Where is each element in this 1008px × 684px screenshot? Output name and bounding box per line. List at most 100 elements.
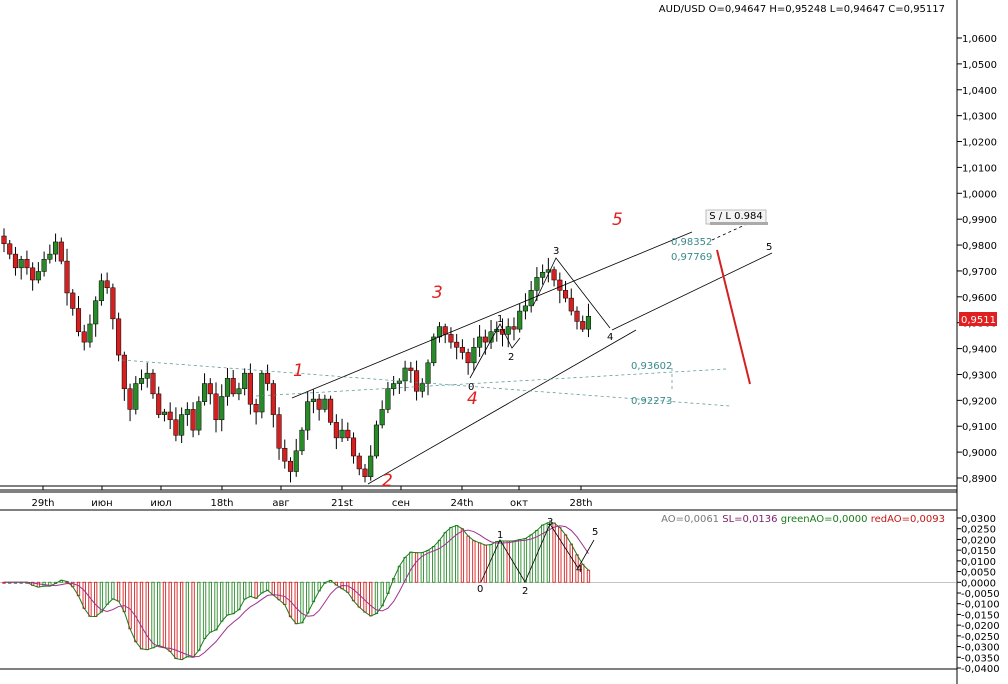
candle-body (362, 468, 368, 477)
candle-body (568, 297, 574, 312)
candle-body (242, 372, 248, 389)
oscillator-bar (283, 581, 287, 606)
price-panel-frame (0, 0, 958, 684)
candle-body (425, 362, 431, 384)
candle-body (224, 378, 231, 397)
oscillator-bar (248, 581, 253, 597)
wave-label-1: 1 (293, 361, 304, 381)
candle-body (133, 383, 139, 410)
price-tick-label: 0,9200 (962, 396, 997, 407)
oscillator-bar (208, 581, 212, 633)
oscillator-bar (260, 581, 264, 594)
price-tick-label: 1,0100 (962, 163, 997, 174)
candle-body (562, 290, 569, 299)
candle-body (310, 398, 316, 402)
oscillator-bar (197, 581, 201, 651)
wave-label-3: 3 (432, 283, 443, 303)
candle-body (454, 341, 460, 348)
candle-body (47, 253, 53, 260)
oscillator-bar (134, 581, 138, 643)
oscillator-tick-label: -0,0400 (961, 664, 1000, 675)
candle-body (207, 383, 213, 395)
osc-wave-label-0: 0 (477, 584, 483, 595)
candle-body (184, 409, 190, 415)
candle-body (448, 334, 454, 343)
oscillator-bar (214, 581, 218, 631)
oscillator-bar (426, 549, 430, 583)
candle-body (75, 308, 82, 333)
oscillator-bar (174, 581, 178, 660)
level-label: 0,92273 (631, 396, 672, 407)
price-tick-label: 0,9600 (962, 293, 997, 304)
oscillator-bar (306, 581, 310, 614)
oscillator-tick-label: 0,0100 (961, 557, 996, 568)
candle-body (328, 398, 334, 423)
oscillator-bar (231, 581, 235, 615)
candle-body (414, 370, 420, 392)
candle-body (471, 347, 477, 364)
candle-body (356, 455, 362, 470)
minor-wave-label-4: 4 (607, 332, 613, 343)
candle-body (316, 398, 322, 410)
candle-body (282, 447, 288, 462)
level-label: 0,93602 (631, 361, 672, 372)
time-tick-label: июн (91, 498, 112, 509)
time-tick-label: 29th (32, 498, 55, 509)
oscillator-bar (500, 540, 505, 583)
oscillator-bar (111, 581, 115, 600)
candle-body (557, 279, 563, 291)
price-tick-label: 0,9800 (962, 241, 997, 252)
oscillator-bar (237, 581, 241, 611)
candle-body (299, 429, 305, 452)
wave-label-5: 5 (612, 210, 623, 230)
candle-body (53, 241, 59, 255)
candle-body (202, 383, 208, 402)
trend-channel (291, 217, 773, 485)
candle-body (64, 260, 70, 294)
candle-body (1, 235, 7, 245)
oscillator-bar (489, 544, 493, 583)
osc-wave-label-3: 3 (547, 517, 553, 528)
minor-wave-label-0: 0 (468, 382, 474, 393)
oscillator-tick-label: -0,0300 (961, 643, 1000, 654)
candle-body (116, 318, 122, 356)
candle-body (30, 267, 36, 281)
projection-arrow (716, 249, 751, 385)
candle-body (391, 383, 397, 389)
time-tick-label: 28th (570, 498, 593, 509)
candle-body (545, 269, 551, 273)
level-label: 0,98352 (671, 237, 712, 248)
oscillator-bar (351, 581, 356, 602)
candle-body (144, 372, 150, 379)
candle-body (482, 336, 488, 343)
candle-body (173, 419, 179, 436)
candle-body (511, 326, 517, 330)
oscillator-bar (145, 581, 149, 651)
oscillator-tick-label: -0,0250 (961, 632, 1000, 643)
candle-body (156, 393, 162, 415)
oscillator-tick-label: -0,0150 (961, 610, 1000, 621)
candle-body (58, 241, 64, 262)
candle-body (276, 414, 282, 449)
candle-body (81, 331, 87, 343)
price-tick-label: 1,0500 (962, 60, 997, 71)
oscillator-bar (449, 526, 453, 583)
price-tick-label: 0,9400 (962, 345, 997, 356)
candle-body (305, 401, 311, 431)
oscillator-bar (99, 581, 104, 613)
candle-body (190, 409, 196, 431)
price-tick-label: 0,9000 (962, 448, 997, 459)
oscillator-bar (363, 581, 367, 613)
oscillator-bar (569, 543, 573, 583)
price-tick-label: 0,8900 (962, 474, 997, 485)
candle-body (70, 292, 76, 309)
oscillator-bar (300, 581, 304, 624)
oscillator (0, 522, 957, 661)
time-tick-label: авг (272, 498, 289, 509)
oscillator-bar (518, 539, 522, 583)
candle-body (93, 300, 99, 325)
candle-body (230, 378, 236, 395)
candle-body (431, 336, 437, 364)
candle-body (265, 372, 271, 384)
price-tick-label: 0,9300 (962, 370, 997, 381)
